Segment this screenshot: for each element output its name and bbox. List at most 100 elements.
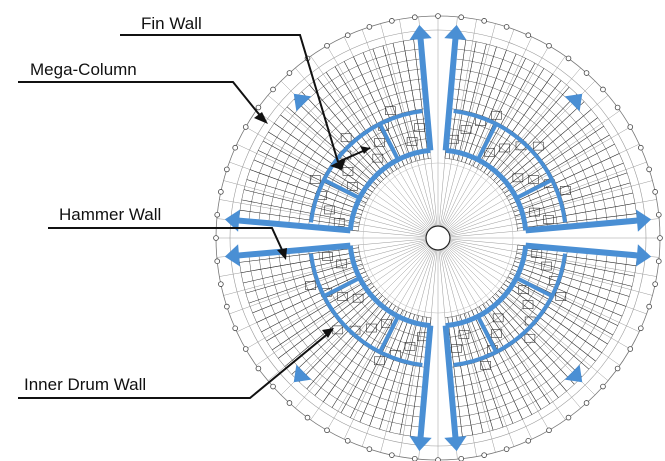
grid-line	[343, 248, 434, 440]
grid-line	[443, 45, 550, 228]
grid-line	[439, 19, 477, 227]
mega-column-leader	[18, 81, 263, 119]
grid-bubble	[583, 400, 590, 406]
floor-arc	[446, 138, 538, 230]
unit-partition	[262, 140, 369, 200]
hammer-wall	[417, 325, 434, 438]
grid-bubble	[242, 124, 249, 130]
unit-partition	[516, 252, 635, 277]
room-detail	[381, 319, 392, 329]
grid-bubble	[652, 281, 658, 287]
unit-partition	[409, 317, 428, 437]
hammer-wall-arrowhead	[277, 248, 287, 260]
unit-partition	[309, 84, 387, 177]
unit-partition	[325, 72, 394, 172]
room-detail	[414, 123, 425, 132]
grid-bubble	[224, 166, 230, 173]
unit-partition	[500, 287, 596, 362]
grid-bubble	[546, 42, 552, 49]
unit-partition	[402, 40, 425, 160]
room-detail	[332, 325, 344, 335]
hammer-wall-leader	[48, 227, 284, 253]
unit-partition	[510, 153, 620, 205]
grid-bubble	[324, 427, 330, 434]
inner-drum-wall	[445, 245, 529, 329]
grid-bubble	[652, 189, 658, 195]
grid-line	[310, 56, 432, 229]
grid-line	[326, 45, 433, 228]
grid-bubble	[657, 235, 663, 241]
grid-bubble	[655, 258, 662, 265]
mega-column	[293, 93, 312, 112]
grid-bubble	[627, 346, 634, 352]
unit-partition	[392, 43, 421, 161]
fin-wall	[378, 315, 400, 353]
grid-line	[256, 244, 429, 366]
unit-partition	[314, 300, 389, 396]
unit-partition	[511, 269, 623, 317]
grid-line	[448, 126, 631, 233]
fin-wall	[323, 276, 361, 298]
room-detail	[342, 167, 354, 176]
grid-bubble	[232, 144, 238, 151]
grid-line	[440, 23, 496, 227]
unit-partition	[323, 303, 393, 402]
unit-partition	[517, 248, 637, 267]
room-detail	[491, 110, 502, 120]
mega-column	[224, 209, 241, 232]
hammer-wall	[417, 38, 434, 151]
grid-bubble	[600, 86, 606, 93]
grid-bubble	[565, 55, 572, 62]
room-detail	[336, 259, 347, 269]
mega-column	[409, 24, 432, 41]
room-detail	[480, 361, 491, 370]
mega-column	[564, 93, 583, 112]
floor-arc	[450, 98, 578, 226]
room-detail	[374, 138, 385, 147]
grid-bubble	[224, 303, 230, 310]
structural-walls	[224, 24, 652, 452]
fin-wall	[378, 123, 400, 161]
unit-partition	[243, 189, 361, 219]
floor-arc	[288, 251, 425, 388]
grid-bubble	[655, 211, 662, 218]
unit-partition	[372, 48, 413, 163]
unit-partition	[240, 251, 360, 274]
unit-partition	[413, 39, 429, 159]
unit-partition	[253, 159, 365, 207]
hammer-wall	[442, 325, 459, 438]
unit-partition	[298, 295, 383, 383]
room-detail	[305, 281, 316, 290]
floor-arc	[447, 247, 548, 348]
grid-bubble	[344, 438, 351, 444]
grid-bubble	[627, 124, 634, 130]
fin-wall-label: Fin Wall	[141, 14, 202, 33]
hammer-wall	[525, 217, 638, 234]
floor-arc	[338, 138, 430, 230]
floor-arc	[288, 88, 425, 225]
grid-bubble	[218, 281, 224, 287]
unit-partition	[489, 299, 567, 392]
room-detail	[492, 313, 504, 323]
grid-bubble	[525, 32, 532, 38]
mega-column	[224, 244, 241, 267]
unit-partition	[516, 202, 636, 225]
floor-arc	[447, 128, 548, 229]
room-detail	[458, 330, 470, 339]
room-detail	[518, 285, 530, 294]
grid-line	[449, 180, 653, 236]
unit-partition	[513, 265, 627, 307]
room-detail	[532, 141, 544, 151]
unit-partition	[514, 182, 631, 217]
room-detail	[499, 143, 510, 153]
floor-arc	[318, 118, 428, 228]
floor-arc	[448, 118, 558, 228]
fin-wall	[515, 276, 553, 298]
unit-partition	[306, 298, 386, 390]
hammer-wall	[238, 217, 351, 234]
floor-arc	[298, 98, 426, 226]
unit-partition	[485, 301, 559, 398]
grid-bubble	[503, 24, 510, 30]
grid-line	[223, 240, 427, 296]
floor-arc	[328, 128, 429, 229]
